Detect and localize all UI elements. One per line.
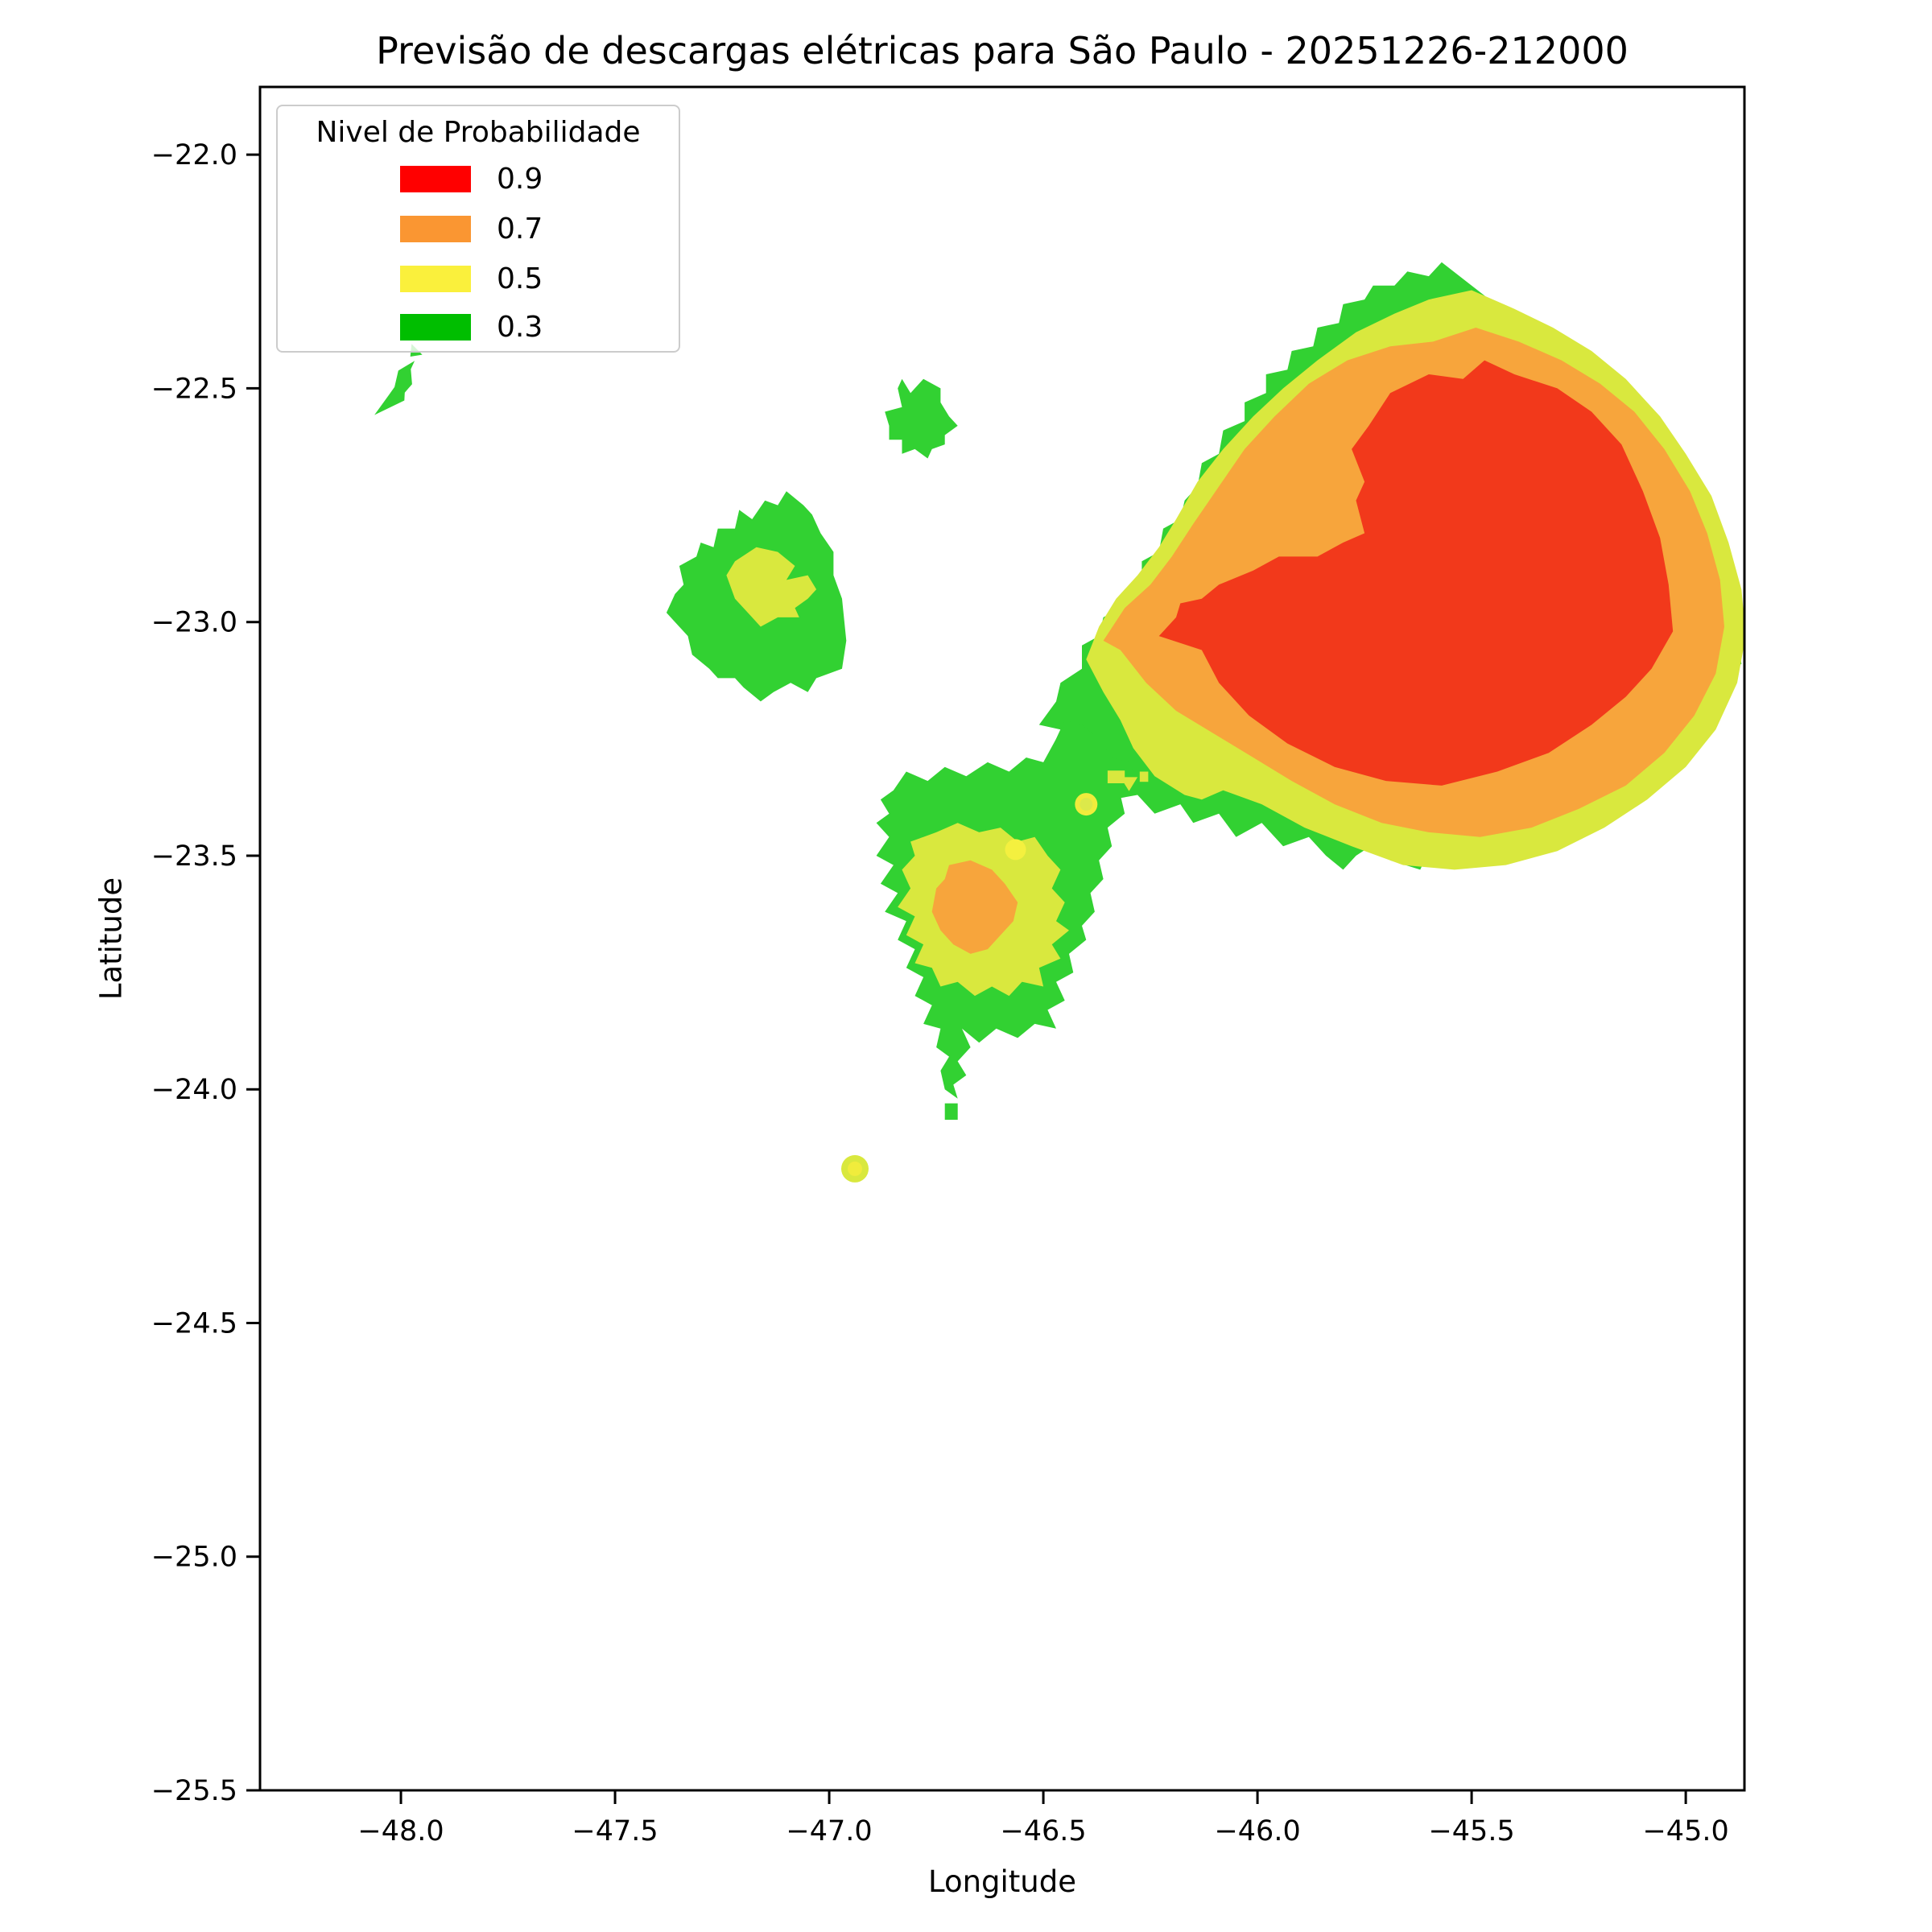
legend: Nivel de Probabilidade 0.9 0.7 0.5 0.3 [276, 105, 680, 353]
y-tick-label: −24.5 [151, 1307, 237, 1340]
legend-swatch-0.9 [400, 166, 471, 192]
x-tick-label: −45.0 [1642, 1815, 1728, 1847]
contour-region-dash-1-yellowgreen [1107, 770, 1125, 783]
contour-region-mid-west-cell-yellowgreen [726, 547, 817, 627]
legend-swatch-0.7 [400, 216, 471, 242]
chart-title: Previsão de descargas elétricas para São… [376, 29, 1629, 72]
legend-label-0.3: 0.3 [497, 311, 543, 344]
x-tick-label: −45.5 [1428, 1815, 1514, 1847]
axes-frame [258, 85, 1746, 1792]
y-tick-label: −25.0 [151, 1542, 237, 1574]
legend-label-0.9: 0.9 [497, 163, 543, 196]
contour-region-bolt-sliver-green [374, 361, 415, 415]
contour-layers [374, 262, 1744, 1183]
contour-region-south-tail-speck-green [944, 1103, 958, 1120]
contour-region-north-small-cell-green [885, 378, 958, 459]
contour-region-dash-2-yellowgreen [1139, 771, 1149, 782]
y-axis-label: Latitude [93, 877, 129, 1001]
y-tick-label: −24.0 [151, 1074, 237, 1106]
marker-sw-dot-yellowgreen-inner [848, 1161, 862, 1176]
x-axis-label: Longitude [927, 1864, 1077, 1899]
x-tick-label: −46.0 [1214, 1815, 1300, 1847]
x-tick-label: −48.0 [357, 1815, 444, 1847]
y-tick-label: −22.5 [151, 373, 237, 405]
legend-swatch-0.3 [400, 314, 471, 341]
x-tick-label: −46.5 [1000, 1815, 1086, 1847]
y-tick-label: −23.5 [151, 840, 237, 873]
x-tick-label: −47.5 [572, 1815, 658, 1847]
contour-region-main-storm-red [1158, 360, 1674, 786]
legend-label-0.7: 0.7 [497, 213, 543, 246]
marker-dot-yellow [1005, 839, 1026, 861]
y-tick-label: −23.0 [151, 607, 237, 639]
y-tick-label: −25.5 [151, 1775, 237, 1807]
legend-swatch-0.5 [400, 266, 471, 292]
y-tick-label: −22.0 [151, 139, 237, 171]
x-tick-label: −47.0 [786, 1815, 872, 1847]
legend-title: Nivel de Probabilidade [316, 116, 641, 149]
legend-label-0.5: 0.5 [497, 262, 543, 295]
marker-ring-dot-yellow-inner [1080, 798, 1093, 811]
contour-region-south-storm-orange [931, 860, 1018, 954]
contour-region-dash-triangle-yellowgreen [1120, 777, 1138, 791]
